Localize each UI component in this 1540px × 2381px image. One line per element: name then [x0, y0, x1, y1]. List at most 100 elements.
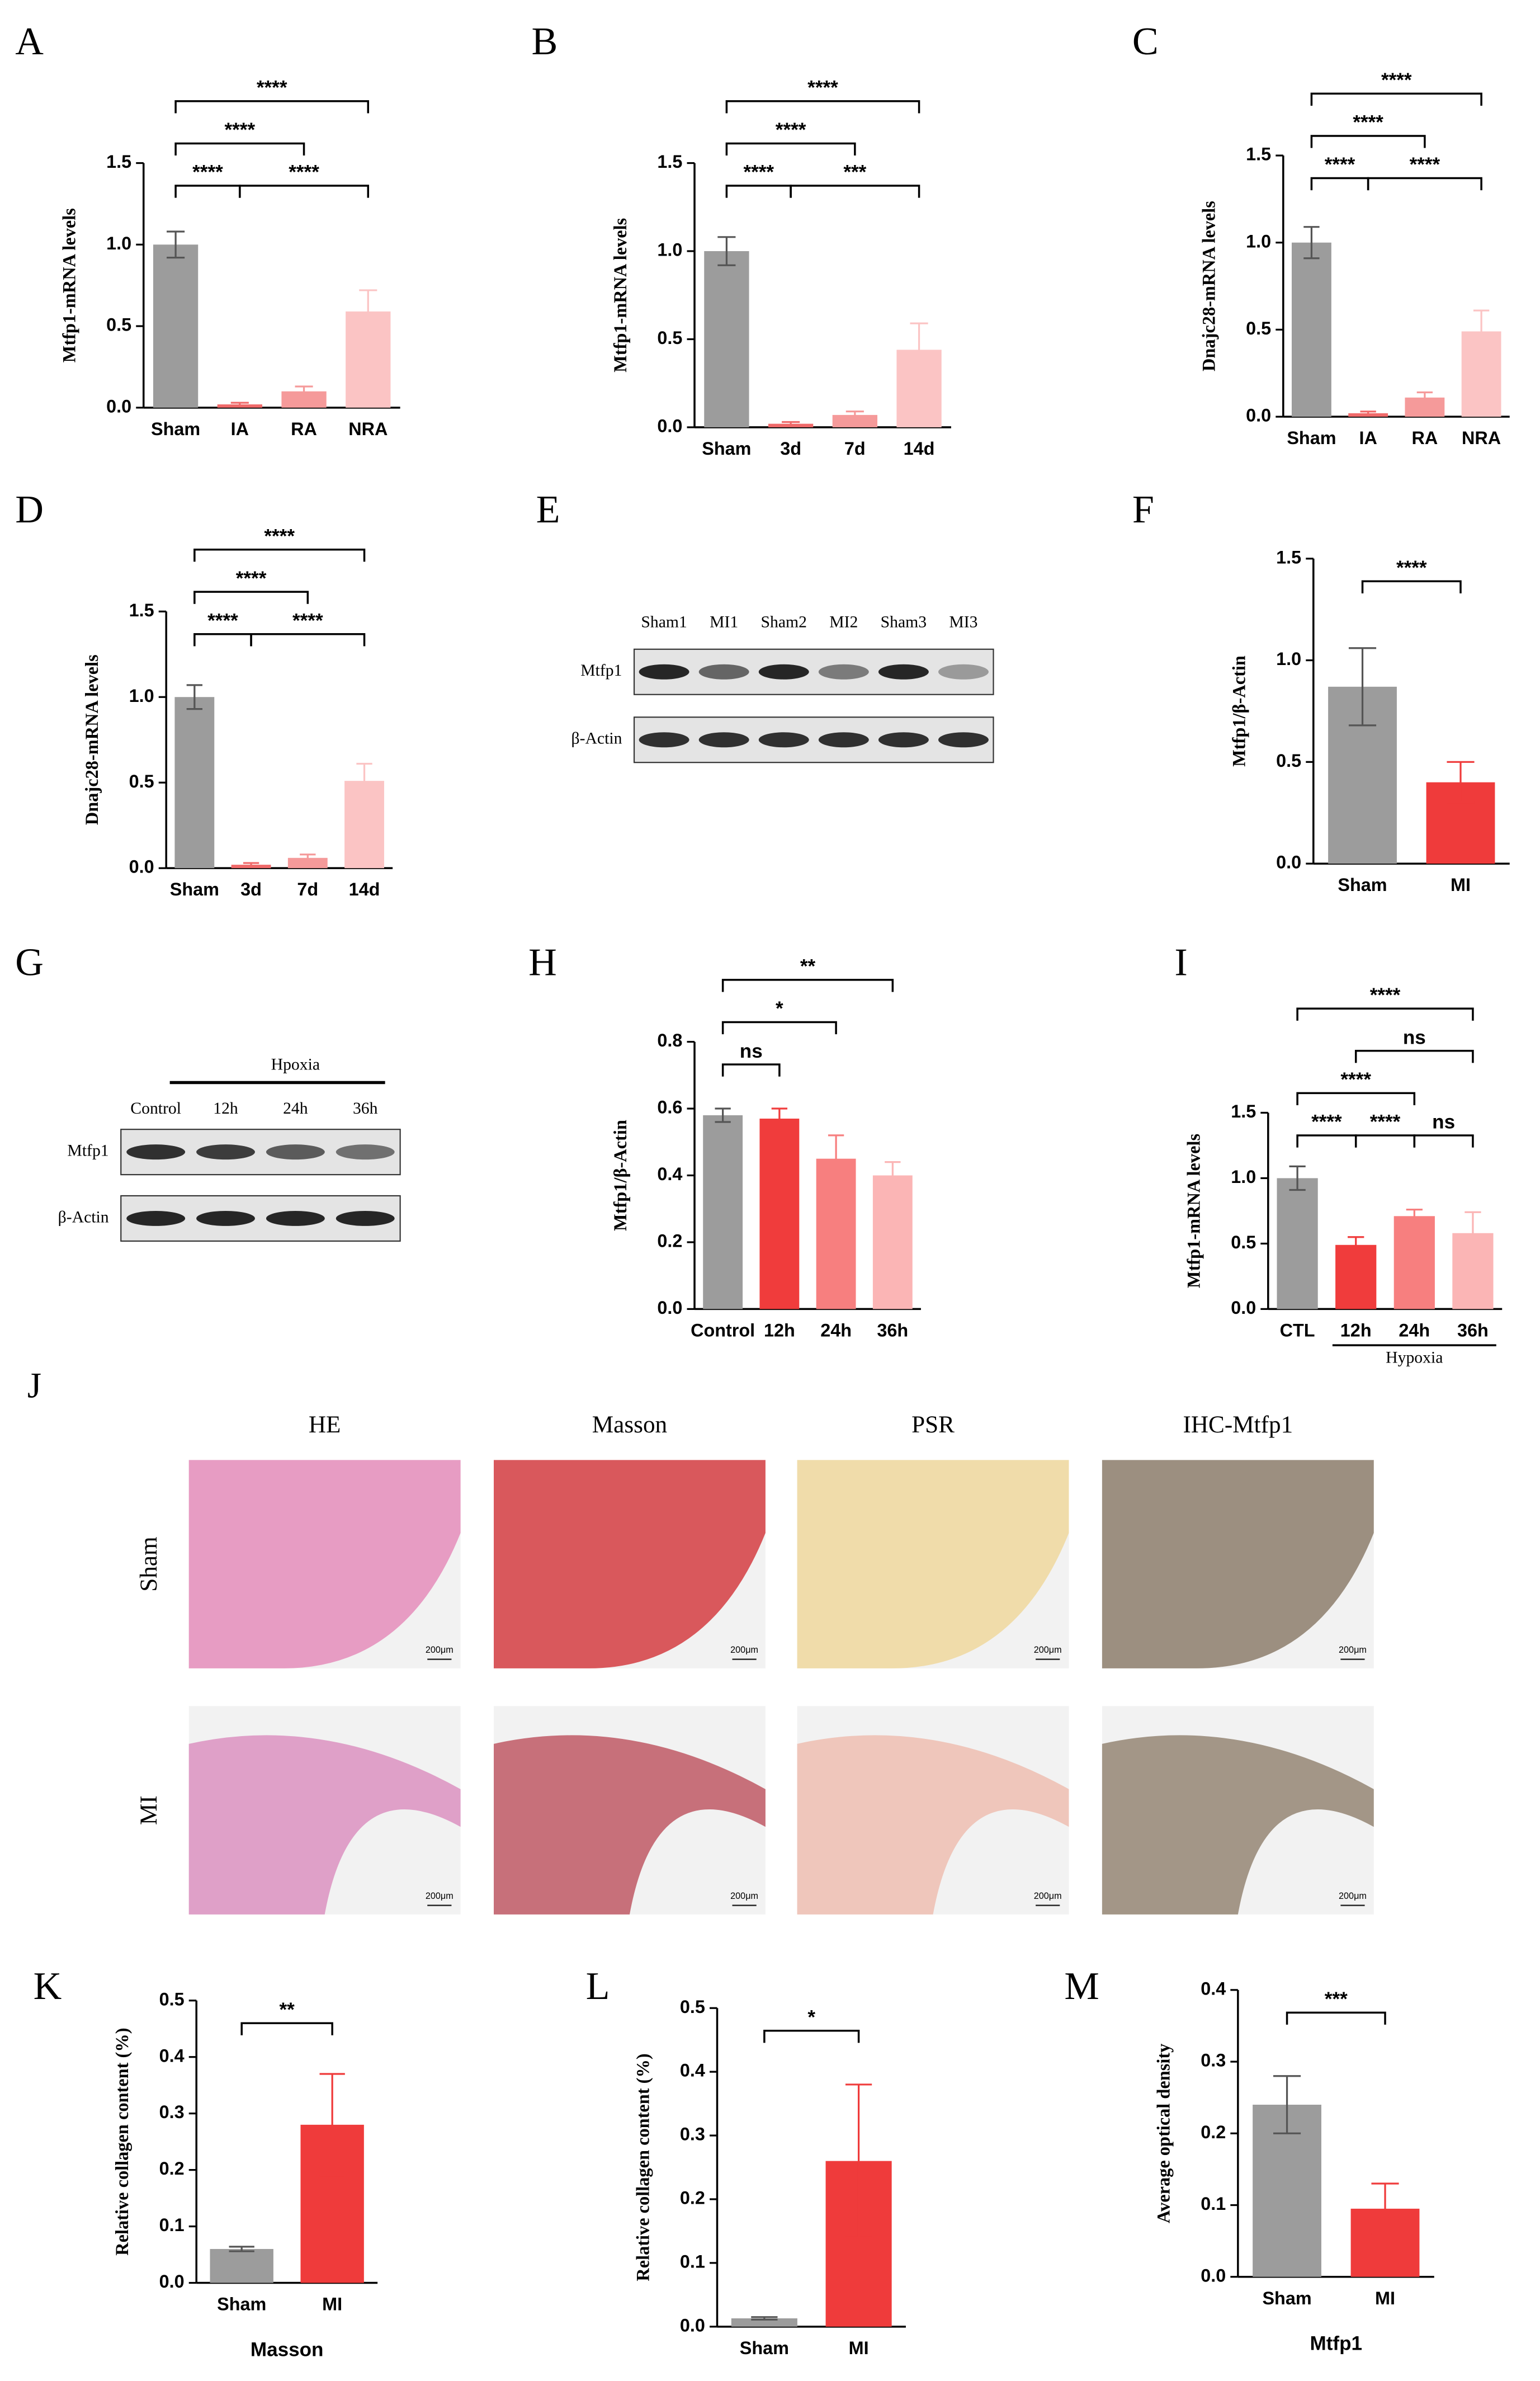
significance-bracket [1413, 1134, 1474, 1148]
y-tick-label: 1.5 [106, 152, 131, 172]
row-label: MI [136, 1795, 162, 1825]
tissue [188, 1735, 461, 1915]
significance-bracket [1296, 1092, 1416, 1105]
significance-label: ** [280, 1999, 295, 2021]
x-tick-label: MI [849, 2338, 869, 2358]
x-tick-label: Sham [170, 879, 219, 899]
y-tick-label: 0.4 [1201, 1978, 1226, 1998]
significance-bracket [174, 185, 241, 198]
error-bar [1273, 2075, 1301, 2134]
bar [210, 2248, 273, 2283]
blot-band [758, 664, 809, 680]
significance-bracket [1354, 1134, 1416, 1148]
significance-bracket [721, 979, 894, 992]
error-bar [1406, 1208, 1423, 1224]
y-axis-label: Relative collagen content (%) [112, 2028, 133, 2256]
scale-bar-label: 200μm [1339, 1891, 1367, 1901]
significance-bracket [725, 185, 792, 198]
x-tick-label: 24h [820, 1320, 852, 1340]
y-tick-label: 0.2 [1201, 2122, 1226, 2142]
scale-bar-label: 200μm [426, 1645, 454, 1655]
x-tick-label: RA [1411, 428, 1438, 448]
bar [1277, 1178, 1318, 1309]
lane-label: 12h [213, 1100, 238, 1118]
y-tick-label: 0.0 [1201, 2265, 1226, 2285]
significance-label: **** [289, 162, 319, 183]
y-tick-label: 0.0 [1231, 1298, 1256, 1318]
significance-label: **** [264, 525, 295, 547]
significance-label: **** [1311, 1111, 1342, 1133]
bar [832, 414, 877, 427]
y-tick-label: 1.0 [1231, 1167, 1256, 1187]
y-tick-label: 0.5 [106, 315, 131, 335]
significance-bracket [250, 633, 366, 647]
x-tick-label: 3d [240, 879, 262, 899]
blot-band [639, 732, 689, 748]
x-tick-label: MI [1375, 2288, 1395, 2308]
x-tick-label: 12h [1340, 1320, 1372, 1340]
significance-label: **** [1381, 69, 1412, 91]
significance-label: **** [292, 610, 323, 631]
scale-bar-label: 200μm [426, 1891, 454, 1901]
y-tick-label: 0.5 [129, 771, 154, 791]
lane-label: MI3 [949, 614, 977, 631]
significance-label: **** [1325, 154, 1355, 176]
blot-band [818, 732, 869, 748]
column-label: Masson [592, 1412, 667, 1438]
y-tick-label: 0.4 [657, 1164, 682, 1184]
group-label: Hypoxia [1386, 1349, 1443, 1366]
y-tick-label: 0.5 [159, 1989, 185, 2009]
significance-bracket [790, 185, 920, 198]
bar [153, 244, 199, 408]
bar [704, 251, 749, 427]
significance-label: **** [1396, 557, 1427, 579]
x-axis-label: Mtfp1 [1310, 2332, 1363, 2354]
significance-label: * [807, 2006, 815, 2028]
y-tick-label: 0.0 [1276, 852, 1301, 873]
row-label: Sham [136, 1536, 162, 1591]
y-tick-label: 0.0 [129, 857, 154, 877]
panel-label: C [1132, 20, 1159, 63]
error-bar [717, 236, 736, 266]
error-bar [1289, 1165, 1306, 1191]
x-tick-label: Sham [1287, 428, 1336, 448]
bar [1291, 242, 1331, 417]
lane-label: Sham1 [641, 614, 687, 631]
x-tick-label: MI [1451, 875, 1471, 895]
error-bar [359, 289, 377, 334]
y-tick-label: 0.0 [106, 396, 131, 416]
y-axis-label: Mtfp1/β-Actin [611, 1120, 631, 1231]
tissue [494, 1460, 766, 1668]
x-tick-label: 14d [349, 879, 380, 899]
significance-label: *** [843, 162, 866, 183]
y-tick-label: 0.8 [657, 1030, 682, 1050]
scale-bar-label: 200μm [730, 1891, 758, 1901]
y-tick-label: 0.5 [1231, 1232, 1256, 1252]
y-tick-label: 1.5 [1246, 144, 1271, 164]
significance-label: **** [236, 568, 267, 590]
y-axis-label: Mtfp1/β-Actin [1230, 656, 1250, 767]
error-bar [885, 1161, 901, 1190]
blot-band [758, 732, 809, 748]
error-bar [845, 2083, 872, 2238]
error-bar [319, 2073, 345, 2177]
y-tick-label: 1.0 [106, 233, 131, 253]
significance-bracket [174, 100, 370, 114]
y-axis-label: Dnajc28-mRNA levels [82, 654, 102, 825]
blot-strip [633, 716, 994, 763]
significance-label: **** [257, 77, 287, 99]
x-tick-label: MI [322, 2294, 342, 2314]
y-axis-label: Relative collagen content (%) [633, 2053, 653, 2281]
panel-label: G [15, 941, 44, 984]
x-tick-label: Sham [151, 419, 200, 439]
y-tick-label: 0.0 [159, 2271, 185, 2292]
x-tick-label: IA [231, 419, 249, 439]
significance-bracket [1361, 580, 1462, 593]
y-tick-label: 0.2 [680, 2188, 705, 2208]
blot-band [878, 732, 929, 748]
x-tick-label: 7d [297, 879, 318, 899]
panel-label: I [1174, 941, 1187, 984]
significance-bracket [1286, 2011, 1386, 2025]
panel-label: A [15, 20, 44, 63]
